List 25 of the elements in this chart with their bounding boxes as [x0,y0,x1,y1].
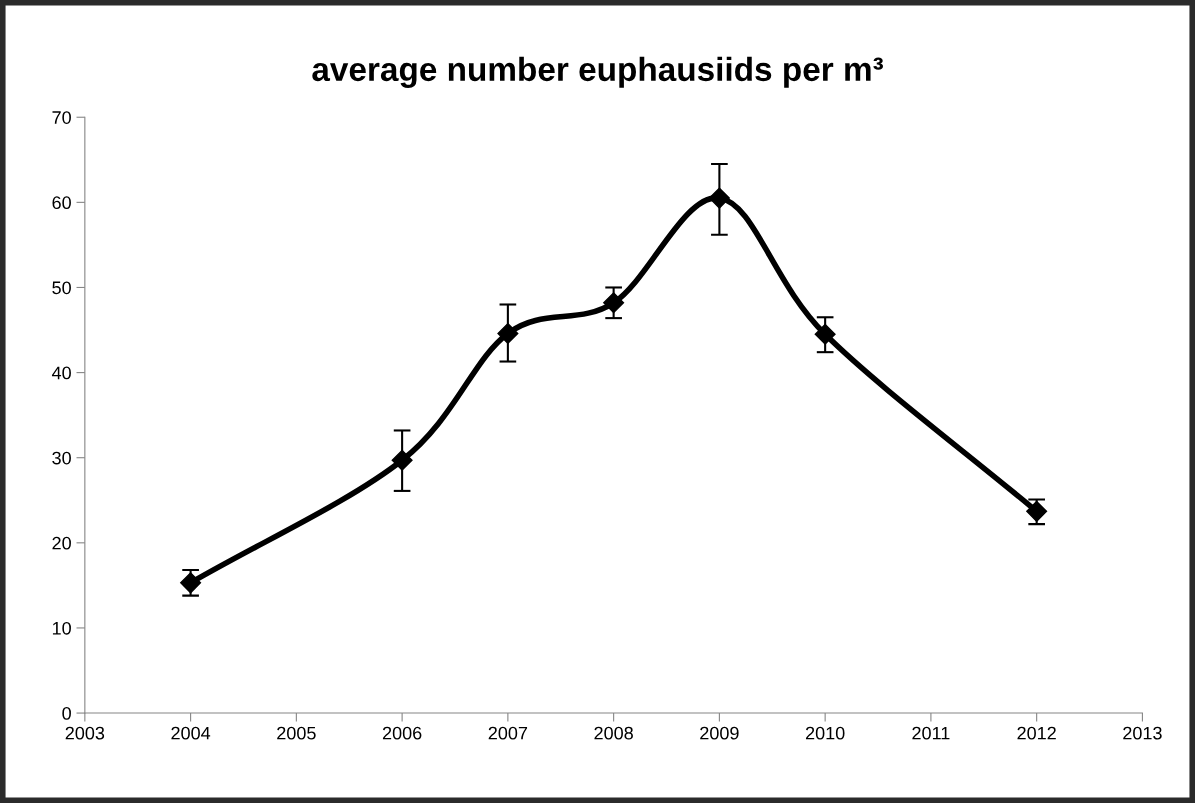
y-tick-label: 60 [52,196,71,210]
x-tick-label: 2003 [65,726,105,740]
y-tick-label: 40 [51,366,71,380]
x-tick-label: 2009 [700,726,739,740]
point [708,187,730,209]
x-tick-label: 2006 [382,726,422,740]
point [814,323,836,345]
point [603,292,625,314]
y-tick-label: 10 [52,621,71,635]
point [391,449,413,471]
x-tick-label: 2010 [805,726,845,740]
y-tick-label: 0 [62,707,71,720]
x-tick-label: 2007 [488,726,528,740]
y-tick-label: 50 [52,281,71,295]
point [497,322,519,344]
y-tick-label: 20 [52,536,71,550]
x-tick-label: 2008 [594,726,633,740]
x-tick-label: 2005 [277,726,316,740]
x-tick-label: 2013 [1123,726,1162,740]
x-tick-label: 2012 [1017,726,1056,740]
y-tick-label: 30 [52,451,71,465]
y-tick-label: 70 [52,111,71,124]
x-tick-label: 2011 [912,726,950,740]
chart-title: average number euphausiids per m³ [312,56,883,88]
x-tick-label: 2004 [171,726,211,740]
